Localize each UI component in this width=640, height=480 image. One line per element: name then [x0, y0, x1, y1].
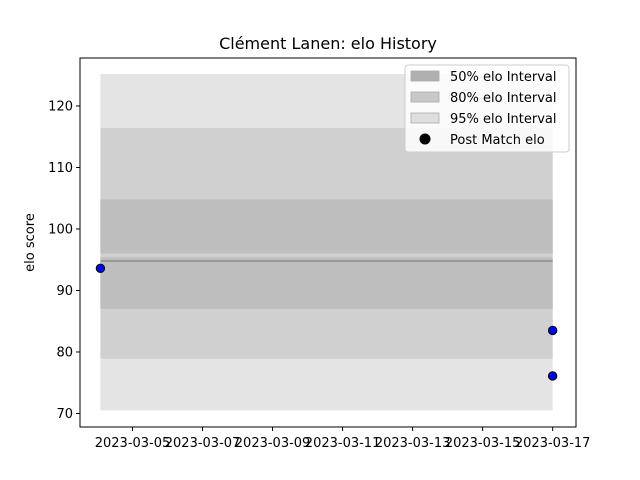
legend-label: 80% elo Interval: [450, 91, 557, 106]
x-tick-label: 2023-03-05: [95, 436, 171, 451]
legend-swatch: [410, 112, 440, 124]
y-tick-label: 120: [48, 99, 73, 114]
y-tick-label: 80: [56, 345, 73, 360]
legend-swatch: [410, 70, 440, 82]
y-tick-label: 70: [56, 407, 73, 422]
legend-label: 50% elo Interval: [450, 70, 557, 85]
legend-label: 95% elo Interval: [450, 112, 557, 127]
legend: 50% elo Interval 80% elo Interval 95% elo …: [404, 64, 570, 153]
data-point-1: [547, 325, 558, 336]
axes-frame: [79, 57, 577, 428]
x-tick-label: 2023-03-07: [165, 436, 241, 451]
x-tick-label: 2023-03-17: [515, 436, 591, 451]
x-tick-label: 2023-03-15: [445, 436, 521, 451]
legend-box: [404, 64, 570, 153]
y-tick-label: 100: [48, 222, 73, 237]
y-tick-label: 90: [56, 284, 73, 299]
interval-band-2-1: [100, 257, 553, 309]
legend-label: Post Match elo: [450, 133, 545, 148]
data-point-0: [95, 263, 106, 274]
data-point-2: [547, 371, 558, 381]
chart-title: Clément Lanen: elo History: [219, 34, 437, 53]
legend-marker: [419, 133, 431, 145]
x-tick-label: 2023-03-11: [305, 436, 381, 451]
legend-swatch: [410, 91, 440, 103]
y-tick-label: 110: [48, 161, 73, 176]
x-tick-label: 2023-03-13: [375, 436, 451, 451]
y-axis: 70 80 90 100 110 120: [48, 99, 80, 422]
interval-band-2-0: [100, 199, 553, 254]
y-axis-label: elo score: [23, 213, 38, 272]
x-tick-label: 2023-03-09: [235, 436, 311, 451]
x-axis: 2023-03-052023-03-072023-03-092023-03-11…: [95, 427, 591, 451]
